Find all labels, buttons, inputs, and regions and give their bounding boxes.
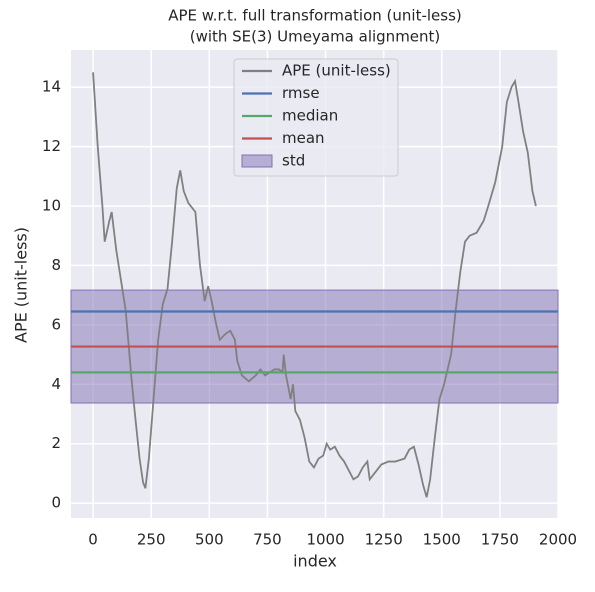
- y-tick-label: 10: [42, 197, 61, 215]
- x-tick-label: 1250: [365, 531, 403, 549]
- plot: [70, 50, 559, 518]
- legend-label: mean: [282, 129, 325, 147]
- x-tick-label: 1750: [481, 531, 519, 549]
- x-axis-label: index: [293, 552, 337, 571]
- x-tick-label: 1000: [306, 531, 344, 549]
- legend-label: median: [282, 107, 338, 125]
- legend-label: rmse: [282, 84, 320, 102]
- legend-box: [233, 58, 399, 177]
- x-tick-label: 750: [253, 531, 282, 549]
- y-tick-label: 6: [51, 315, 61, 333]
- legend: APE (unit-less) rmse median mean std: [233, 58, 399, 177]
- legend-swatch: [241, 154, 273, 168]
- y-tick-label: 12: [42, 137, 61, 155]
- x-tick-label: 500: [195, 531, 224, 549]
- y-tick-label: 4: [51, 375, 61, 393]
- legend-label: std: [282, 152, 305, 170]
- y-axis-label: APE (unit-less): [12, 227, 31, 343]
- y-tick-label: 8: [51, 256, 61, 274]
- legend-label: APE (unit-less): [282, 62, 391, 80]
- y-tick-label: 14: [42, 78, 61, 96]
- y-tick-label: 2: [51, 434, 61, 452]
- chart-subtitle: (with SE(3) Umeyama alignment): [190, 28, 441, 46]
- chart-title: APE w.r.t. full transformation (unit-les…: [168, 7, 462, 25]
- x-tick-label: 250: [137, 531, 166, 549]
- data-line: [92, 72, 537, 498]
- y-tick-label: 0: [51, 494, 61, 512]
- x-tick-label: 1500: [423, 531, 461, 549]
- x-tick-label: 2000: [539, 531, 577, 549]
- x-tick-label: 0: [88, 531, 98, 549]
